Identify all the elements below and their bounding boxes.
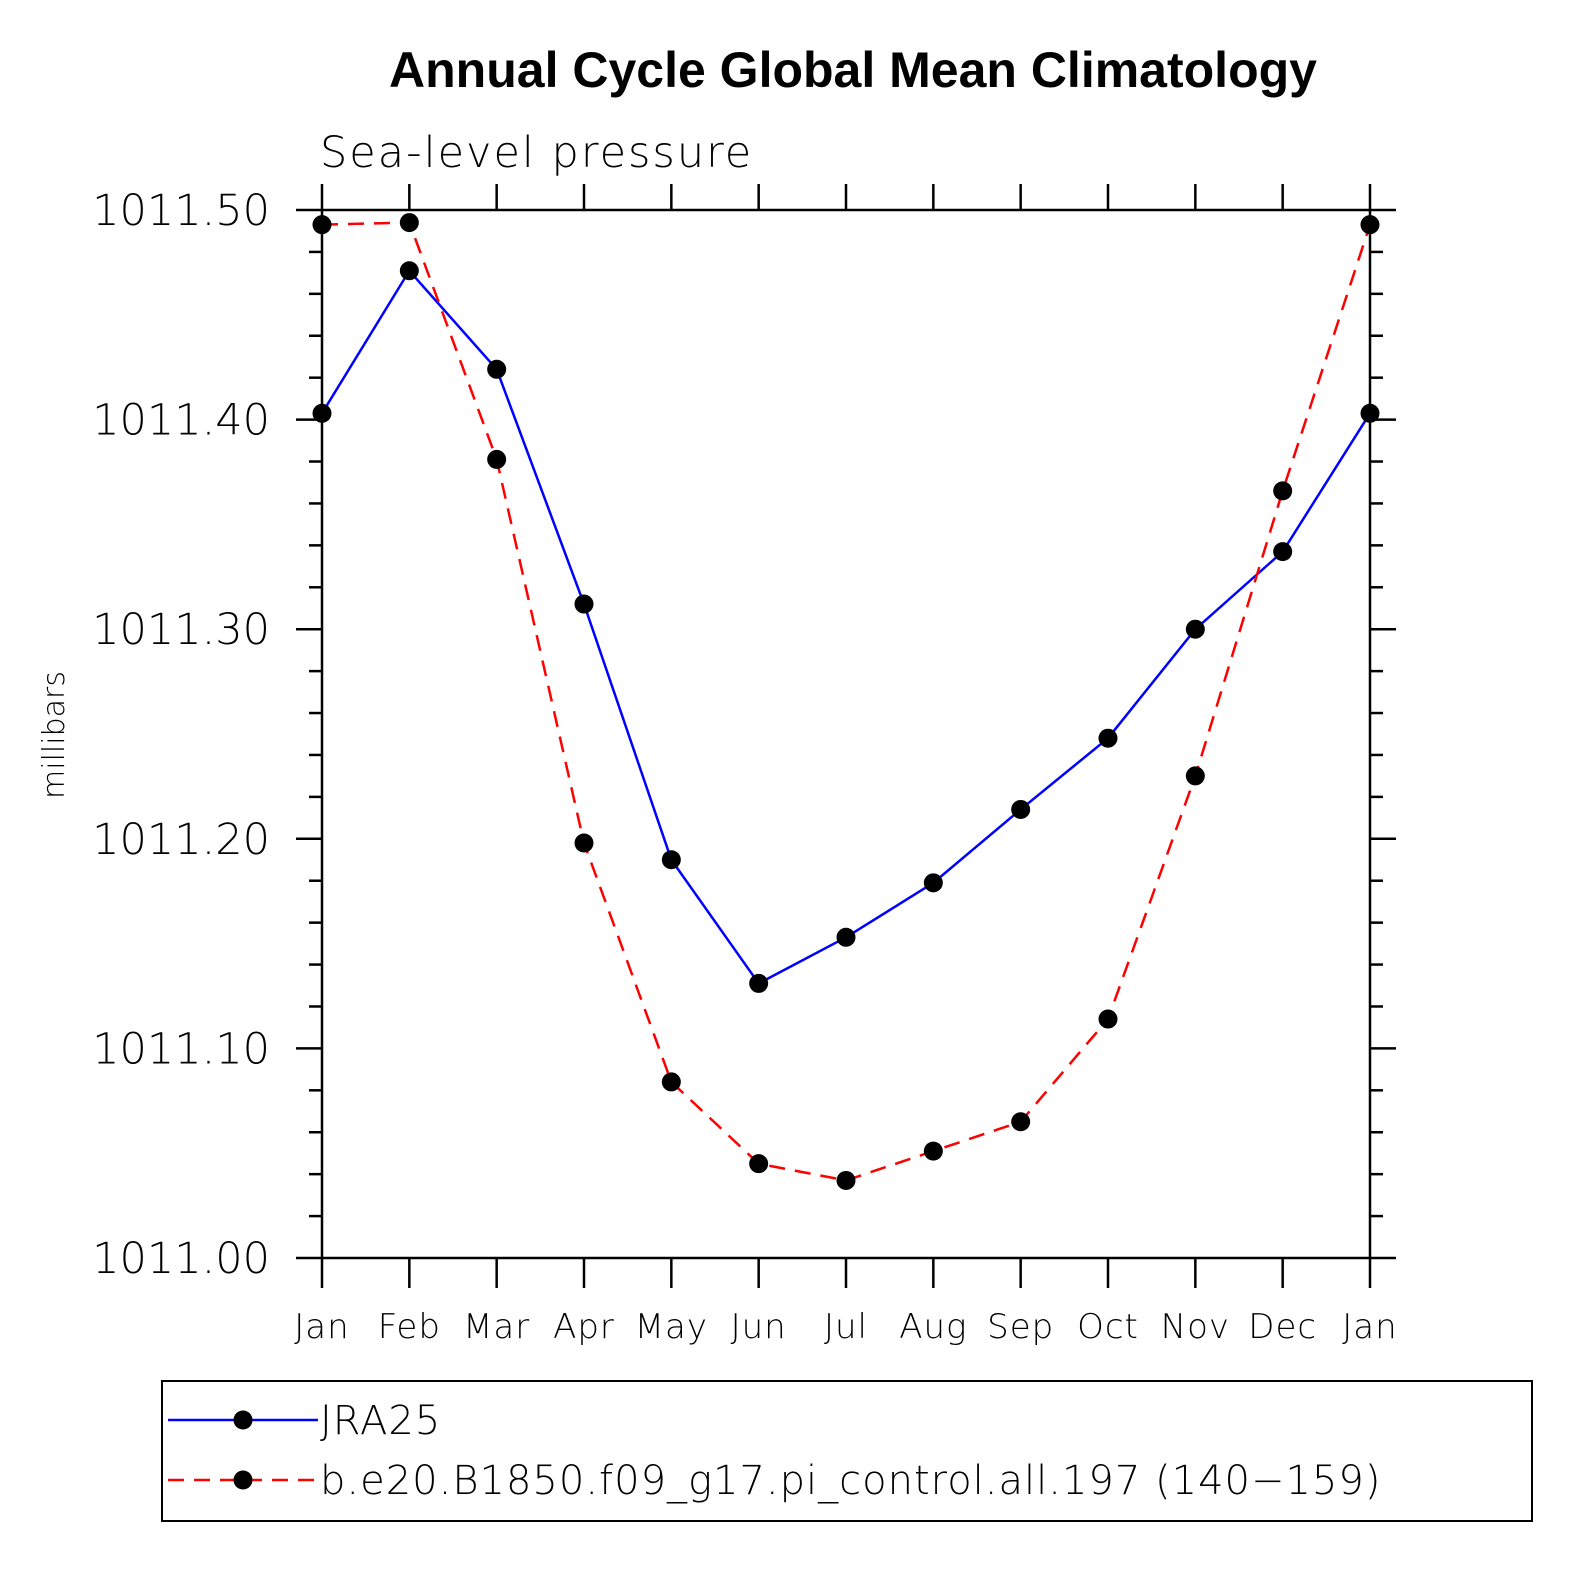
legend-marker-1 [233, 1410, 253, 1430]
data-point-series-1 [1011, 799, 1031, 819]
legend-marker-2 [233, 1470, 253, 1490]
data-point-series-1 [574, 594, 594, 614]
series-markers [312, 213, 1380, 1190]
x-tick-label: Oct [1077, 1307, 1139, 1347]
data-point-series-2 [661, 1072, 681, 1092]
legend-label-1: JRA25 [320, 1398, 441, 1444]
legend-box [161, 1380, 1533, 1522]
data-point-series-1 [923, 873, 943, 893]
data-point-series-2 [574, 833, 594, 853]
axis-ticks [296, 184, 1396, 1288]
x-tick-label: Apr [553, 1307, 615, 1347]
y-tick-labels: 1011.00 1011.10 1011.20 1011.30 1011.40 1011.… [92, 186, 270, 1284]
x-tick-label: Sep [987, 1307, 1054, 1347]
data-point-series-1 [661, 850, 681, 870]
data-point-series-1 [749, 973, 769, 993]
x-tick-label: Feb [378, 1307, 441, 1347]
data-point-series-2 [1098, 1009, 1118, 1029]
x-tick-label: Jan [294, 1307, 349, 1347]
legend: JRA25 b.e20.B1850.f09_g17.pi_control.all.… [161, 1380, 1533, 1522]
x-tick-label: Jan [1342, 1307, 1397, 1347]
y-tick-label: 1011.10 [92, 1024, 270, 1074]
data-point-series-2 [1273, 481, 1293, 501]
data-point-series-1 [399, 261, 419, 281]
data-point-series-1 [1273, 542, 1293, 562]
plot-frame [320, 208, 1372, 1260]
chart-subtitle: Sea-level pressure [320, 128, 753, 178]
x-tick-label: Nov [1161, 1307, 1230, 1347]
y-tick-label: 1011.50 [92, 186, 270, 236]
legend-label-2: b.e20.B1850.f09_g17.pi_control.all.197 (… [320, 1458, 1381, 1504]
y-tick-label: 1011.00 [92, 1234, 270, 1284]
x-tick-label: Aug [899, 1307, 967, 1347]
x-tick-label: May [635, 1307, 708, 1347]
data-point-series-1 [1098, 728, 1118, 748]
y-tick-label: 1011.20 [92, 815, 270, 865]
x-tick-label: Jul [824, 1307, 868, 1347]
y-tick-label: 1011.30 [92, 605, 270, 655]
x-tick-label: Mar [463, 1307, 530, 1347]
data-point-series-2 [1185, 766, 1205, 786]
series-line-2 [321, 221, 1372, 1182]
data-point-series-2 [749, 1154, 769, 1174]
data-point-series-1 [836, 927, 856, 947]
data-point-series-1 [487, 359, 507, 379]
data-point-series-2 [1011, 1112, 1031, 1132]
chart-title: Annual Cycle Global Mean Climatology [389, 42, 1317, 98]
data-point-series-2 [836, 1170, 856, 1190]
data-point-series-2 [923, 1141, 943, 1161]
y-axis-label: millibars [37, 671, 72, 799]
data-point-series-1 [1185, 619, 1205, 639]
data-point-series-2 [399, 213, 419, 233]
series-line-1 [320, 268, 1372, 986]
x-tick-label: Dec [1248, 1307, 1317, 1347]
y-tick-label: 1011.40 [92, 396, 270, 446]
data-point-series-2 [487, 449, 507, 469]
x-tick-labels: Jan Feb Mar Apr May Jun Jul Aug Sep Oct Nov Dec Jan [294, 1307, 1397, 1347]
series-lines [320, 221, 1372, 1182]
x-tick-label: Jun [731, 1307, 787, 1347]
